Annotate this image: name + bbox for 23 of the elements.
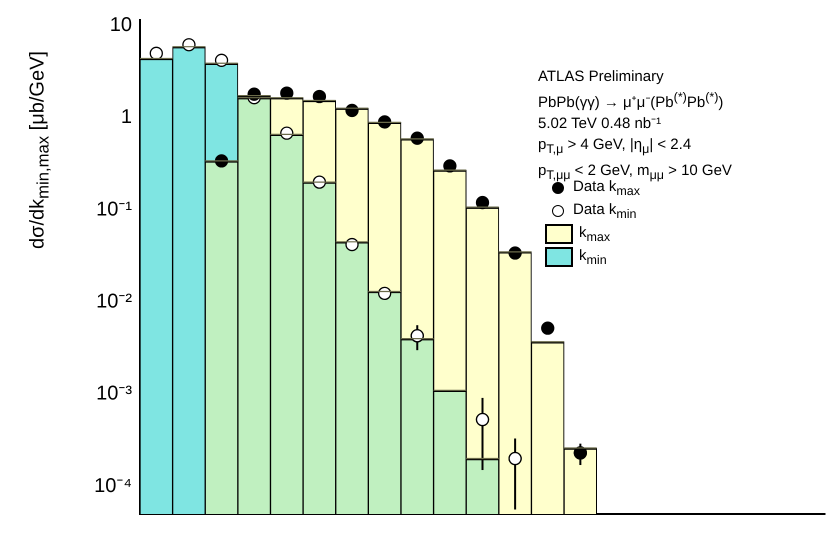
- annotation: 5.02 TeV 0.48 nb⁻¹: [538, 114, 662, 134]
- point: [312, 90, 326, 104]
- annotation: ATLAS Preliminary: [538, 67, 665, 87]
- point: [508, 452, 522, 466]
- point: [476, 196, 490, 210]
- legend-label: Data k$_{max}$: [573, 178, 640, 198]
- y-tick-label: 10⁻³: [96, 382, 132, 405]
- point: [378, 286, 392, 300]
- point: [280, 86, 294, 100]
- annotation: p$_{T,μ}$ > 4 GeV, |η$_{μ}$| < 2.4: [538, 135, 692, 158]
- legend-label: k$_{max}$: [579, 224, 610, 244]
- point: [443, 159, 457, 173]
- y-tick-label: 10⁻¹: [96, 198, 132, 220]
- legend-label: Data k$_{min}$: [573, 200, 637, 220]
- legend-label: k$_{min}$: [579, 246, 607, 266]
- point: [476, 412, 490, 426]
- y-tick-label: 10: [110, 14, 132, 36]
- point: [574, 446, 588, 460]
- point: [541, 322, 554, 335]
- y-tick-label: 10⁻²: [96, 290, 132, 313]
- y-tick-label: 1: [120, 106, 132, 128]
- annotation: PbPb(γγ) → μ⁺μ⁻(Pb$^{(*)}$Pb$^{(*)}$): [538, 89, 724, 113]
- y-tick-label: 10⁻⁴: [94, 474, 132, 497]
